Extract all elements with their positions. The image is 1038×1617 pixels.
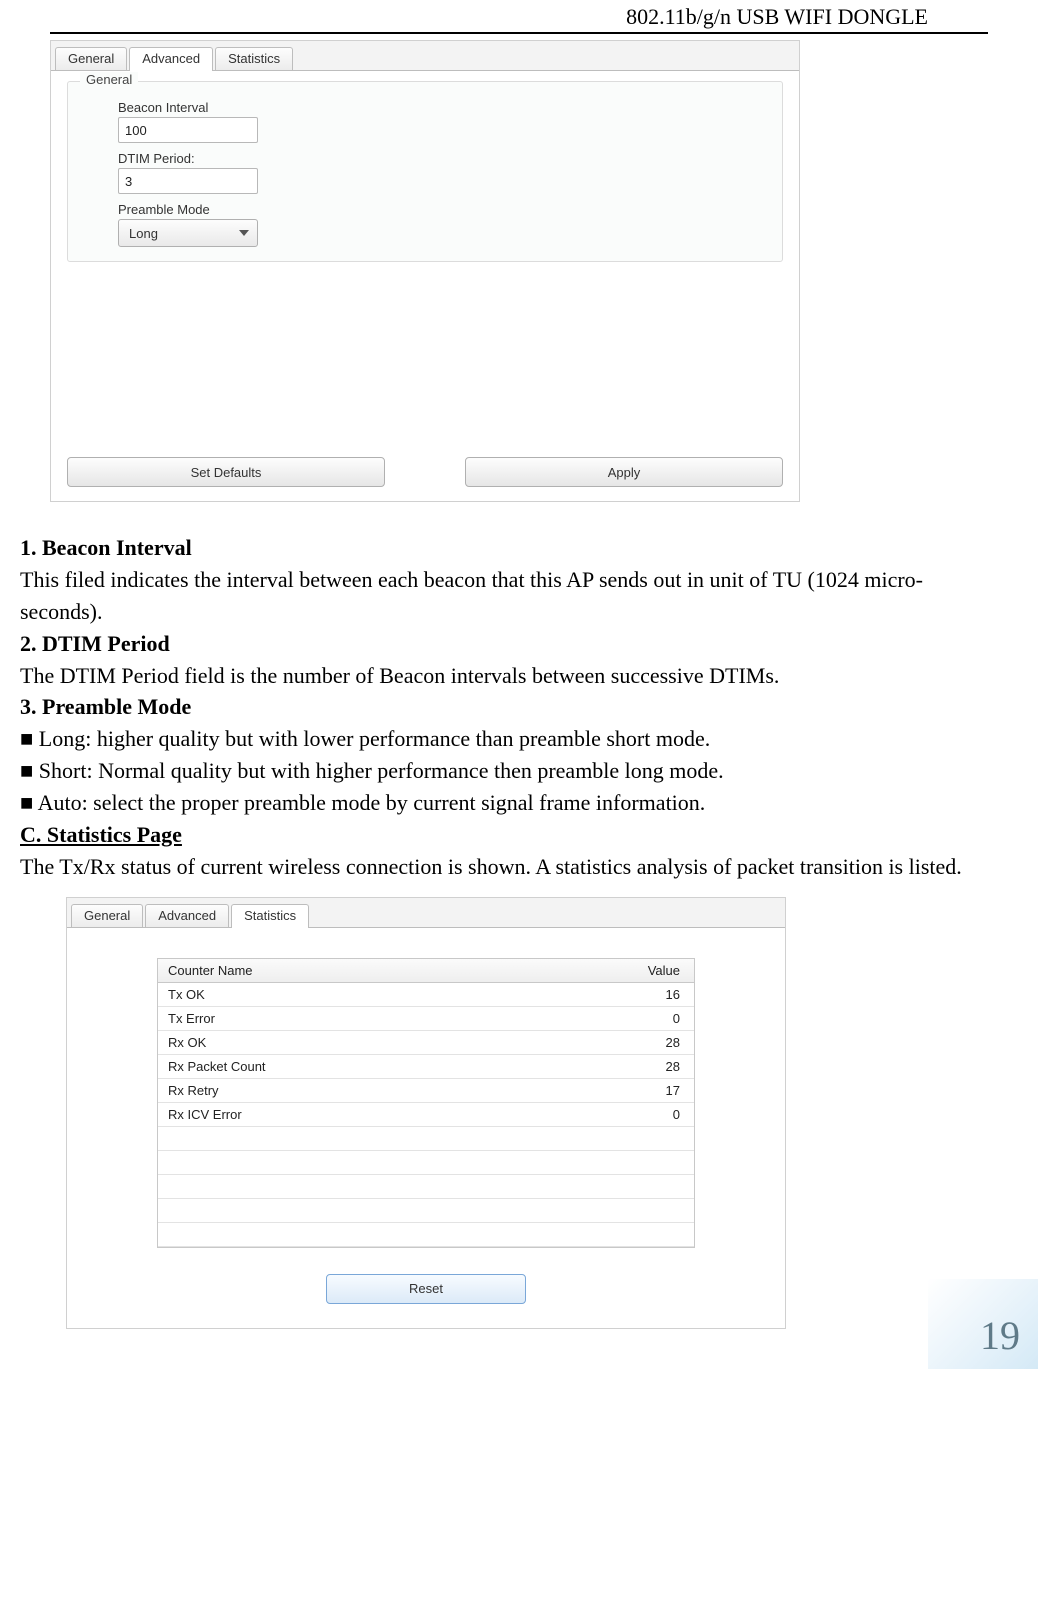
table-row: Tx OK16 — [158, 983, 694, 1007]
col-header-name: Counter Name — [158, 963, 604, 978]
page-header-title: 802.11b/g/n USB WIFI DONGLE — [50, 0, 988, 34]
document-body-text: 1. Beacon Interval This filed indicates … — [20, 532, 988, 883]
tab-bar-1: General Advanced Statistics — [51, 41, 799, 71]
table-row: Tx Error0 — [158, 1007, 694, 1031]
chevron-down-icon — [239, 230, 249, 236]
preamble-mode-value: Long — [129, 226, 158, 241]
advanced-panel-body: General Beacon Interval DTIM Period: Pre… — [51, 71, 799, 501]
general-group: General Beacon Interval DTIM Period: Pre… — [67, 81, 783, 262]
statistics-panel-body: Counter Name Value Tx OK16Tx Error0Rx OK… — [67, 928, 785, 1328]
table-row-empty: . — [158, 1175, 694, 1199]
reset-button[interactable]: Reset — [326, 1274, 526, 1304]
counter-value: 17 — [604, 1083, 694, 1098]
counter-name: Rx Retry — [158, 1083, 604, 1098]
tab-general[interactable]: General — [55, 47, 127, 70]
apply-button[interactable]: Apply — [465, 457, 783, 487]
bullet-auto: ■ Auto: select the proper preamble mode … — [20, 787, 988, 819]
dtim-period-label: DTIM Period: — [118, 151, 768, 166]
advanced-button-row: Set Defaults Apply — [67, 457, 783, 487]
counter-value: 28 — [604, 1035, 694, 1050]
tab-bar-2: General Advanced Statistics — [67, 898, 785, 928]
general-group-legend: General — [80, 72, 138, 87]
tab-statistics[interactable]: Statistics — [215, 47, 293, 70]
statistics-table: Counter Name Value Tx OK16Tx Error0Rx OK… — [157, 958, 695, 1248]
tab-general-2[interactable]: General — [71, 904, 143, 927]
counter-value: 16 — [604, 987, 694, 1002]
table-row: Rx ICV Error0 — [158, 1103, 694, 1127]
counter-value: 0 — [604, 1011, 694, 1026]
reset-button-row: Reset — [157, 1274, 695, 1304]
counter-name: Tx Error — [158, 1011, 604, 1026]
counter-value: 28 — [604, 1059, 694, 1074]
section-c-heading: C. Statistics Page — [20, 819, 988, 851]
table-row-empty: . — [158, 1223, 694, 1247]
bullet-short: ■ Short: Normal quality but with higher … — [20, 755, 988, 787]
counter-name: Rx OK — [158, 1035, 604, 1050]
preamble-mode-label: Preamble Mode — [118, 202, 768, 217]
table-row-empty: . — [158, 1127, 694, 1151]
counter-name: Tx OK — [158, 987, 604, 1002]
tab-statistics-2[interactable]: Statistics — [231, 904, 309, 928]
heading-dtim-period: 2. DTIM Period — [20, 628, 988, 660]
advanced-settings-window: General Advanced Statistics General Beac… — [50, 40, 800, 502]
table-row: Rx OK28 — [158, 1031, 694, 1055]
para-statistics: The Tx/Rx status of current wireless con… — [20, 851, 988, 883]
counter-name: Rx Packet Count — [158, 1059, 604, 1074]
counter-name: Rx ICV Error — [158, 1107, 604, 1122]
col-header-value: Value — [604, 963, 694, 978]
heading-beacon-interval: 1. Beacon Interval — [20, 532, 988, 564]
dtim-period-input[interactable] — [118, 168, 258, 194]
table-row-empty: . — [158, 1199, 694, 1223]
beacon-interval-input[interactable] — [118, 117, 258, 143]
set-defaults-button[interactable]: Set Defaults — [67, 457, 385, 487]
para-dtim-period: The DTIM Period field is the number of B… — [20, 660, 988, 692]
tab-advanced[interactable]: Advanced — [129, 47, 213, 71]
statistics-table-header: Counter Name Value — [158, 959, 694, 983]
tab-advanced-2[interactable]: Advanced — [145, 904, 229, 927]
heading-preamble-mode: 3. Preamble Mode — [20, 691, 988, 723]
page-number: 19 — [928, 1279, 1038, 1369]
table-row: Rx Packet Count28 — [158, 1055, 694, 1079]
preamble-mode-select[interactable]: Long — [118, 219, 258, 247]
statistics-window: General Advanced Statistics Counter Name… — [66, 897, 786, 1329]
bullet-long: ■ Long: higher quality but with lower pe… — [20, 723, 988, 755]
counter-value: 0 — [604, 1107, 694, 1122]
table-row-empty: . — [158, 1151, 694, 1175]
para-beacon-interval: This filed indicates the interval betwee… — [20, 564, 988, 628]
beacon-interval-label: Beacon Interval — [118, 100, 768, 115]
table-row: Rx Retry17 — [158, 1079, 694, 1103]
